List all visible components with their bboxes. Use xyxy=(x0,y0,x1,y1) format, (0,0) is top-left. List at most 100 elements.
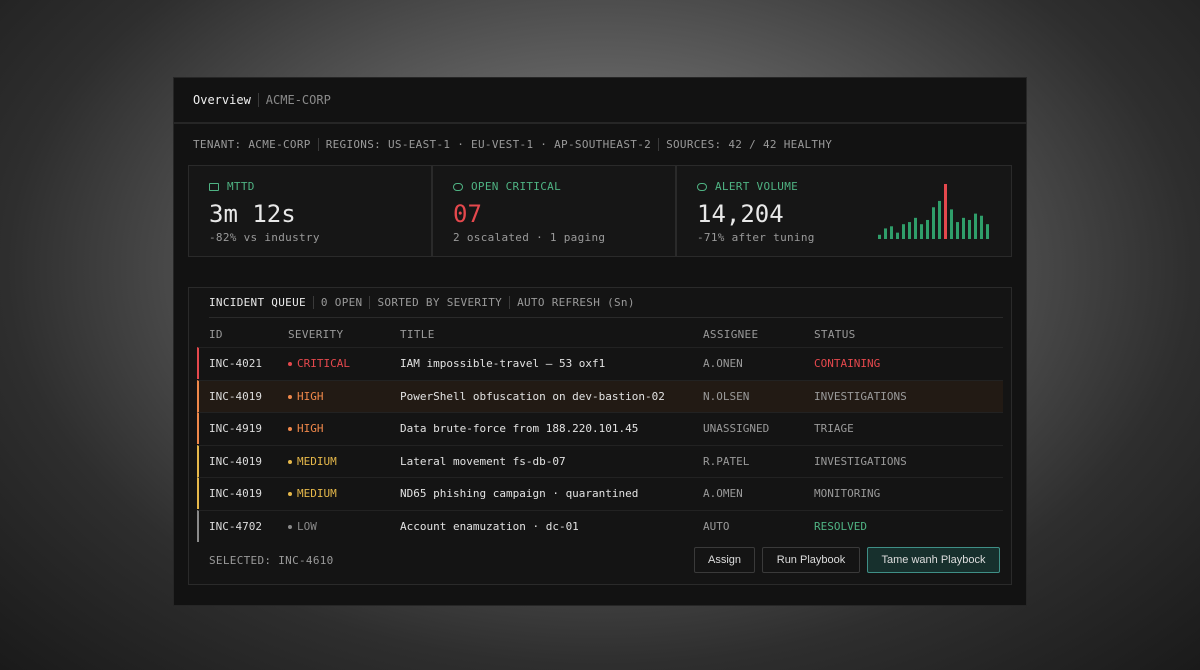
header: Overview ACME-CORP xyxy=(174,78,1026,124)
sparkline-bar xyxy=(902,224,905,239)
severity: HIGH xyxy=(297,389,324,403)
incident-row: INC-4019 MEDIUM ND65 phishing campaign · q… xyxy=(197,477,1003,509)
dashboard-panel: Overview ACME-CORP TENANT: ACME-CORP REGION… xyxy=(173,77,1027,606)
incident-title: IAM impossible-travel — 53 oxf1 xyxy=(400,357,606,370)
severity-dot xyxy=(288,524,292,529)
sparkline-bar xyxy=(974,213,977,239)
assignee: A.ONEN xyxy=(703,357,743,370)
metric-label-text: OPEN CRITICAL xyxy=(471,180,561,193)
meta-item: SOURCES: 42 / 42 HEALTHY xyxy=(658,137,832,151)
sparkline-bar xyxy=(938,200,941,239)
incident-row: INC-4019 HIGH PowerShell obfuscation on de… xyxy=(197,379,1003,412)
metric-icon xyxy=(209,182,219,191)
metric-card: MTTD 3m 12s -82% vs industry xyxy=(188,165,432,257)
action-button[interactable]: Tame wanh Playbock xyxy=(867,547,1000,573)
sparkline-bar xyxy=(908,222,911,239)
metric-icon xyxy=(697,182,707,191)
sparkline-bar xyxy=(944,184,947,239)
status: INVESTIGATIONS xyxy=(814,454,907,468)
metric-icon xyxy=(453,182,463,191)
incident-id: INC-4019 xyxy=(209,487,262,500)
incident-title: Account enamuzation · dc-01 xyxy=(400,519,579,533)
metric-label-text: ALERT VOLUME xyxy=(715,180,799,193)
severity: CRITICAL xyxy=(297,357,350,370)
sparkline-bar xyxy=(932,207,935,239)
metric-value: 3m 12s xyxy=(209,200,296,228)
sparkline-bar xyxy=(926,219,929,239)
severity: LOW xyxy=(297,519,317,533)
sparkline-bar xyxy=(914,217,917,239)
sparkline-bar xyxy=(890,226,893,239)
column-header: ASSIGNEE xyxy=(703,328,759,341)
severity: HIGH xyxy=(297,422,324,435)
incident-row: INC-4021 CRITICAL IAM impossible-travel — … xyxy=(197,347,1003,379)
metric-label: OPEN CRITICAL xyxy=(453,180,561,193)
queue-header: INCIDENT QUEUE 0 OPEN SORTED BY SEVERITY AU… xyxy=(209,288,1003,318)
metric-value: 14,204 xyxy=(697,200,784,228)
tenant-name: ACME-CORP xyxy=(257,93,331,107)
metric-note: -82% vs industry xyxy=(209,231,320,244)
page-title: Overview xyxy=(193,93,251,107)
severity-dot xyxy=(288,362,292,366)
sparkline-bar xyxy=(986,224,989,239)
assignee: N.OLSEN xyxy=(703,389,750,403)
selected-incident: SELECTED: INC-4610 xyxy=(209,554,334,567)
incident-title: ND65 phishing campaign · quarantined xyxy=(400,487,639,500)
incident-title: PowerShell obfuscation on dev-bastion-02 xyxy=(400,389,665,403)
sparkline-bar xyxy=(878,234,881,239)
sparkline-bar xyxy=(896,232,899,239)
meta-item: REGIONS: US-EAST-1 · EU-VEST-1 · AP-SOUT… xyxy=(317,137,651,151)
queue-title: INCIDENT QUEUE xyxy=(209,296,306,309)
status: TRIAGE xyxy=(814,422,854,435)
assignee: A.OMEN xyxy=(703,487,743,500)
metric-label-text: MTTD xyxy=(227,180,255,193)
queue-tag: 0 OPEN xyxy=(312,296,363,309)
metric-note: 2 oscalated · 1 paging xyxy=(453,231,606,244)
status: INVESTIGATIONS xyxy=(814,389,907,403)
incident-row: INC-4702 LOW Account enamuzation · dc-01 AU… xyxy=(197,509,1003,542)
column-header: SEVERITY xyxy=(288,328,344,341)
sparkline-bar xyxy=(962,217,965,239)
queue-tag: SORTED BY SEVERITY xyxy=(369,296,502,309)
incident-title: Lateral movement fs-db-07 xyxy=(400,454,566,468)
incident-queue: INCIDENT QUEUE 0 OPEN SORTED BY SEVERITY AU… xyxy=(188,287,1012,585)
metric-card: OPEN CRITICAL 07 2 oscalated · 1 paging xyxy=(432,165,676,257)
sparkline-bar xyxy=(950,209,953,239)
sparkline-bar xyxy=(968,219,971,239)
incident-id: INC-4702 xyxy=(209,519,262,533)
column-header: STATUS xyxy=(814,328,856,341)
incident-row: INC-4019 MEDIUM Lateral movement fs-db-07 R… xyxy=(197,444,1003,477)
action-button[interactable]: Run Playbook xyxy=(762,547,860,573)
meta-bar: TENANT: ACME-CORP REGIONS: US-EAST-1 · EU… xyxy=(193,126,832,162)
meta-item: TENANT: ACME-CORP xyxy=(193,137,311,151)
severity-dot xyxy=(288,459,292,464)
severity: MEDIUM xyxy=(297,454,337,468)
sparkline-bar xyxy=(980,215,983,239)
severity: MEDIUM xyxy=(297,487,337,500)
sparkline-bar xyxy=(956,222,959,239)
queue-tag: AUTO REFRESH (Sn) xyxy=(509,296,635,309)
sparkline-bar xyxy=(920,224,923,239)
severity-dot xyxy=(288,427,292,431)
metric-value: 07 xyxy=(453,200,482,228)
assignee: R.PATEL xyxy=(703,454,750,468)
severity-dot xyxy=(288,492,292,496)
assignee: UNASSIGNED xyxy=(703,422,770,435)
incident-id: INC-4019 xyxy=(209,454,262,468)
incident-title: Data brute-force from 188.220.101.45 xyxy=(400,422,639,435)
severity-dot xyxy=(288,394,292,399)
status: MONITORING xyxy=(814,487,881,500)
metric-note: -71% after tuning xyxy=(697,231,815,244)
action-button[interactable]: Assign xyxy=(694,547,755,573)
metric-label: MTTD xyxy=(209,180,255,193)
sparkline-bar xyxy=(884,228,887,239)
status: CONTAINING xyxy=(814,357,881,370)
status: RESOLVED xyxy=(814,519,867,533)
column-header: TITLE xyxy=(400,328,435,341)
incident-id: INC-4919 xyxy=(209,422,262,435)
incident-row: INC-4919 HIGH Data brute-force from 188.22… xyxy=(197,412,1003,444)
incident-id: INC-4019 xyxy=(209,389,262,403)
assignee: AUTO xyxy=(703,519,730,533)
metric-label: ALERT VOLUME xyxy=(697,180,798,193)
